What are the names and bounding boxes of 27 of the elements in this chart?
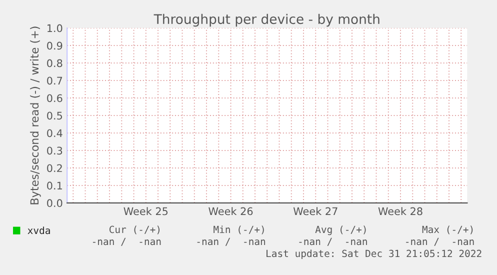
y-tick-label: 0.7 — [47, 76, 62, 85]
y-tick-label: 1.0 — [48, 24, 62, 32]
y-tick-label: 0.1 — [47, 182, 62, 190]
y-tick-label: 0.6 — [47, 94, 62, 102]
y-axis-title: Bytes/second read (-) / write (+) — [30, 26, 41, 204]
y-tick-label: 0.5 — [47, 112, 62, 120]
text: Max (-/+) — [422, 226, 473, 234]
y-tick-label: 0.2 — [47, 164, 62, 172]
x-tick-label: Week 27 — [293, 207, 338, 216]
text: Min (-/+) — [214, 226, 264, 234]
text: -nan / -nan — [92, 238, 161, 246]
legend-label: xvda — [28, 226, 50, 234]
text: Cur (-/+) — [110, 226, 160, 234]
y-tick-label: 0.9 — [47, 42, 62, 50]
text: Last update: Sat Dec 31 21:05:12 2022 — [266, 250, 482, 260]
y-tick-label: 0.4 — [47, 129, 62, 138]
y-tick-label: 0.0 — [47, 199, 62, 208]
x-tick-label: Week 28 — [378, 207, 422, 216]
text: Avg (-/+) — [315, 226, 366, 236]
text: -nan / -nan — [299, 238, 367, 246]
x-tick-label: Week 25 — [124, 207, 168, 216]
chart-title: Throughput per device - by month — [154, 14, 380, 27]
x-tick-label: Week 26 — [208, 207, 253, 216]
y-tick-label: 0.3 — [47, 146, 62, 155]
text: -nan / -nan — [406, 238, 474, 246]
y-tick-label: 0.8 — [47, 59, 62, 68]
text: -nan / -nan — [197, 238, 266, 246]
